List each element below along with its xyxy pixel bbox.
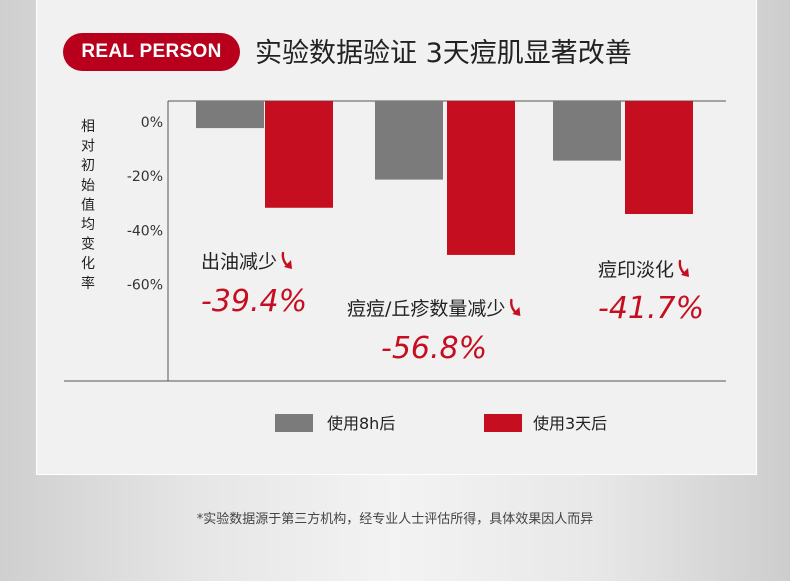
annotation-label: 痘痘/丘疹数量减少 bbox=[347, 298, 505, 320]
annotation-label: 出油减少 bbox=[201, 251, 277, 273]
red-down-arrow-icon bbox=[678, 259, 690, 277]
bar-8h bbox=[375, 101, 443, 180]
annotation-label: 痘印淡化 bbox=[598, 259, 674, 281]
arrow-head bbox=[512, 307, 521, 316]
y-tick-label: 0% bbox=[141, 115, 163, 131]
bar-8h bbox=[553, 101, 621, 161]
red-down-arrow-icon bbox=[510, 298, 521, 316]
chart-annotations: 出油减少 -39.4% 痘痘/丘疹数量减少 -56.8% 痘印淡化 -41.7% bbox=[201, 251, 704, 366]
annotation-value: -56.8% bbox=[381, 331, 487, 366]
chart-bars bbox=[196, 101, 693, 255]
y-axis-label-char: 率 bbox=[81, 275, 95, 292]
bar-3d bbox=[447, 101, 515, 255]
headline: 实验数据验证 3天痘肌显著改善 bbox=[255, 38, 632, 69]
red-down-arrow-icon bbox=[281, 251, 293, 269]
arrow-head bbox=[681, 268, 690, 277]
annotation-value: -41.7% bbox=[598, 291, 704, 326]
y-axis-label-char: 相 bbox=[81, 119, 95, 135]
chart-panel bbox=[36, 0, 757, 475]
legend-swatch bbox=[275, 414, 313, 432]
real-person-badge: REAL PERSON bbox=[63, 33, 240, 71]
y-axis-label-char: 值 bbox=[81, 197, 95, 213]
y-axis-label-char: 对 bbox=[81, 139, 95, 155]
chart-legend: 使用8h后 使用3天后 bbox=[275, 414, 607, 433]
annotation-value: -39.4% bbox=[201, 284, 307, 319]
y-axis-label-char: 化 bbox=[81, 256, 95, 272]
legend-label: 使用8h后 bbox=[327, 414, 395, 433]
y-axis-label-char: 始 bbox=[81, 178, 95, 194]
footnote: *实验数据源于第三方机构，经专业人士评估所得，具体效果因人而异 bbox=[196, 512, 594, 527]
y-axis-label-char: 初 bbox=[81, 157, 95, 174]
bar-3d bbox=[625, 101, 693, 215]
bar-3d bbox=[265, 101, 333, 208]
y-tick-label: -20% bbox=[127, 169, 163, 185]
y-tick-label: -40% bbox=[127, 223, 163, 239]
legend-label: 使用3天后 bbox=[533, 414, 607, 433]
y-axis-label-char: 均 bbox=[81, 217, 95, 233]
y-tick-label: -60% bbox=[127, 278, 163, 294]
bar-8h bbox=[196, 101, 264, 129]
y-axis-label-char: 变 bbox=[81, 237, 95, 253]
legend-swatch bbox=[484, 414, 522, 432]
arrow-head bbox=[284, 260, 293, 269]
